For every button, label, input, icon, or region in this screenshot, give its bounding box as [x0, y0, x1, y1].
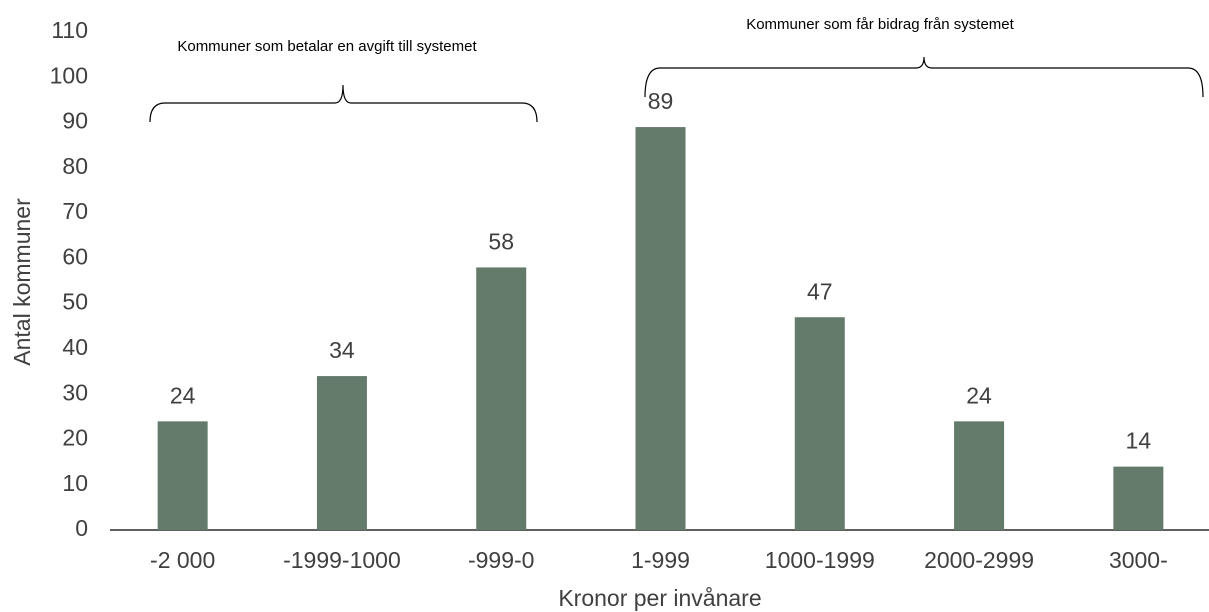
data-label: 34	[329, 337, 355, 363]
y-tick-label: 30	[62, 379, 88, 405]
brace	[644, 56, 1204, 98]
data-label: 47	[807, 278, 833, 304]
data-label: 24	[170, 382, 196, 408]
y-tick-label: 90	[62, 108, 88, 134]
y-tick-label: 0	[75, 515, 88, 541]
y-tick-label: 10	[62, 470, 88, 496]
annotation: Kommuner som får bidrag från systemet	[746, 16, 1014, 33]
y-tick-label: 100	[50, 62, 88, 88]
x-tick-label: 1-999	[631, 547, 690, 573]
y-tick-label: 110	[51, 17, 88, 43]
bar	[954, 421, 1005, 530]
y-tick-label: 40	[62, 334, 88, 360]
y-tick-label: 70	[62, 198, 88, 224]
bar	[476, 267, 527, 530]
data-label: 14	[1126, 428, 1152, 454]
brace	[149, 84, 538, 123]
x-tick-label: -1999-1000	[283, 547, 401, 573]
data-label: 89	[648, 88, 674, 114]
x-tick-label: 2000-2999	[924, 547, 1034, 573]
y-tick-label: 20	[62, 425, 88, 451]
bar	[1113, 466, 1164, 530]
x-axis-label: Kronor per invånare	[558, 585, 761, 611]
data-label: 58	[488, 228, 514, 254]
x-tick-label: -999-0	[468, 547, 534, 573]
data-label: 24	[966, 382, 992, 408]
bar	[635, 127, 686, 530]
bar	[157, 421, 208, 530]
x-tick-label: 1000-1999	[765, 547, 875, 573]
x-tick-label: 3000-	[1109, 547, 1168, 573]
x-tick-label: -2 000	[150, 547, 215, 573]
annotation: Kommuner som betalar en avgift till syst…	[177, 38, 477, 55]
y-tick-label: 60	[62, 243, 88, 269]
y-axis-label: Antal kommuner	[9, 198, 35, 366]
bar	[794, 317, 845, 530]
y-tick-label: 50	[62, 289, 88, 315]
bar	[316, 376, 367, 530]
y-tick-label: 80	[62, 153, 88, 179]
